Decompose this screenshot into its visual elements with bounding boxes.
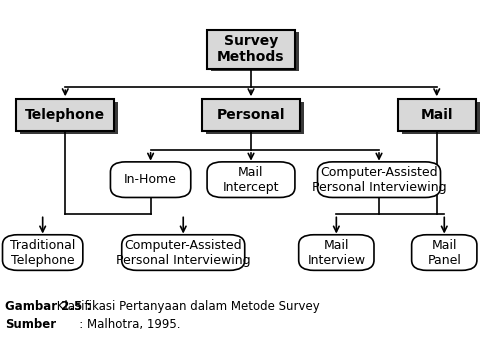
FancyBboxPatch shape xyxy=(206,30,294,68)
Text: Sumber: Sumber xyxy=(5,318,56,331)
FancyBboxPatch shape xyxy=(16,99,114,131)
FancyBboxPatch shape xyxy=(3,235,83,271)
Text: Telephone: Telephone xyxy=(25,108,105,122)
FancyBboxPatch shape xyxy=(110,162,190,197)
Text: : Malhotra, 1995.: : Malhotra, 1995. xyxy=(53,318,180,331)
FancyBboxPatch shape xyxy=(397,99,475,131)
FancyBboxPatch shape xyxy=(206,162,295,197)
FancyBboxPatch shape xyxy=(122,235,244,271)
Text: Gambar 2.5 :: Gambar 2.5 : xyxy=(5,300,91,313)
Text: Mail
Interview: Mail Interview xyxy=(307,239,365,266)
Text: Mail
Intercept: Mail Intercept xyxy=(222,166,279,194)
Text: Klasifikasi Pertanyaan dalam Metode Survey: Klasifikasi Pertanyaan dalam Metode Surv… xyxy=(53,300,319,313)
Text: In-Home: In-Home xyxy=(124,173,177,186)
Text: Survey
Methods: Survey Methods xyxy=(217,34,284,64)
FancyBboxPatch shape xyxy=(201,99,300,131)
Text: Mail
Panel: Mail Panel xyxy=(426,239,460,266)
Text: Personal: Personal xyxy=(216,108,285,122)
Text: Mail: Mail xyxy=(420,108,452,122)
Text: Computer-Assisted
Personal Interviewing: Computer-Assisted Personal Interviewing xyxy=(311,166,445,194)
FancyBboxPatch shape xyxy=(298,235,373,271)
FancyBboxPatch shape xyxy=(411,235,476,271)
FancyBboxPatch shape xyxy=(401,102,479,134)
Text: Traditional
Telephone: Traditional Telephone xyxy=(10,239,75,266)
FancyBboxPatch shape xyxy=(206,102,304,134)
FancyBboxPatch shape xyxy=(211,33,298,72)
FancyBboxPatch shape xyxy=(21,102,118,134)
FancyBboxPatch shape xyxy=(317,162,440,197)
Text: Computer-Assisted
Personal Interviewing: Computer-Assisted Personal Interviewing xyxy=(116,239,250,266)
